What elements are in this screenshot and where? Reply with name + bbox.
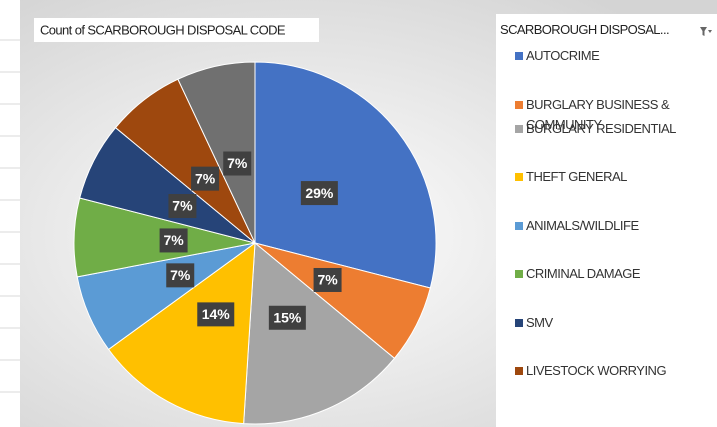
legend-label: BURGLARY BUSINESS & COMMUNITY: [526, 96, 670, 132]
data-label-box: [197, 302, 235, 327]
legend-swatch: [515, 367, 523, 375]
data-label: 7%: [317, 272, 338, 288]
data-label: 7%: [172, 198, 193, 214]
data-label-box: [191, 166, 220, 191]
legend-item: ANIMALS/WILDLIFE: [515, 216, 706, 236]
legend-item: BURGLARY RESIDENTIAL: [515, 119, 706, 139]
filter-icon[interactable]: [699, 24, 713, 38]
data-label: 14%: [202, 306, 231, 322]
legend-label: LIVESTOCK WORRYING: [526, 363, 667, 378]
sheet-gridlines: [0, 39, 20, 393]
legend-swatch: [515, 173, 523, 181]
legend-item: LIVESTOCK WORRYING: [515, 361, 706, 381]
legend-item: SMV: [515, 313, 706, 333]
legend-item: BURGLARY BUSINESS & COMMUNITY: [515, 95, 706, 135]
data-label-box: [223, 151, 252, 176]
legend-swatch: [515, 100, 523, 109]
legend-item: THEFT GENERAL: [515, 167, 706, 187]
title-box: [34, 18, 319, 42]
data-label: 7%: [170, 267, 191, 283]
pie-slice: [254, 61, 437, 289]
data-label: 7%: [227, 155, 248, 171]
legend-swatch: [515, 221, 523, 230]
legend-label: BURGLARY RESIDENTIAL: [526, 120, 676, 136]
pie: [73, 61, 437, 425]
legend-label: CRIMINAL DAMAGE: [526, 266, 641, 281]
legend-item: CRIMINAL DAMAGE: [515, 264, 706, 284]
legend-label: ANIMALS/WILDLIFE: [526, 217, 639, 233]
chart-title: Count of SCARBOROUGH DISPOSAL CODE: [40, 22, 286, 37]
legend-swatch: [515, 52, 523, 60]
legend-label: AUTOCRIME: [526, 48, 600, 63]
data-label-box: [268, 305, 306, 330]
legend-item: AUTOCRIME: [515, 46, 706, 66]
legend: SCARBOROUGH DISPOSAL... AUTOCRIME BURGLAR…: [496, 14, 717, 427]
data-label: 15%: [273, 309, 302, 325]
data-labels: 29%7%15%14%7%7%7%7%7%: [159, 151, 342, 330]
data-label-box: [166, 263, 195, 288]
legend-title: SCARBOROUGH DISPOSAL...: [500, 22, 670, 37]
data-label: 7%: [163, 232, 184, 248]
data-label-box: [159, 228, 188, 253]
legend-swatch: [515, 318, 523, 327]
pie-slice: [177, 61, 256, 244]
data-label-box: [300, 181, 338, 206]
data-label: 7%: [195, 170, 216, 186]
legend-swatch: [515, 124, 523, 133]
pie-slice: [107, 241, 256, 425]
pie-slice: [243, 241, 396, 425]
legend-label: THEFT GENERAL: [526, 169, 627, 184]
data-label: 29%: [305, 185, 334, 201]
data-label-box: [313, 267, 342, 292]
data-label-box: [168, 194, 197, 219]
legend-swatch: [515, 270, 523, 278]
legend-label: SMV: [526, 314, 553, 330]
